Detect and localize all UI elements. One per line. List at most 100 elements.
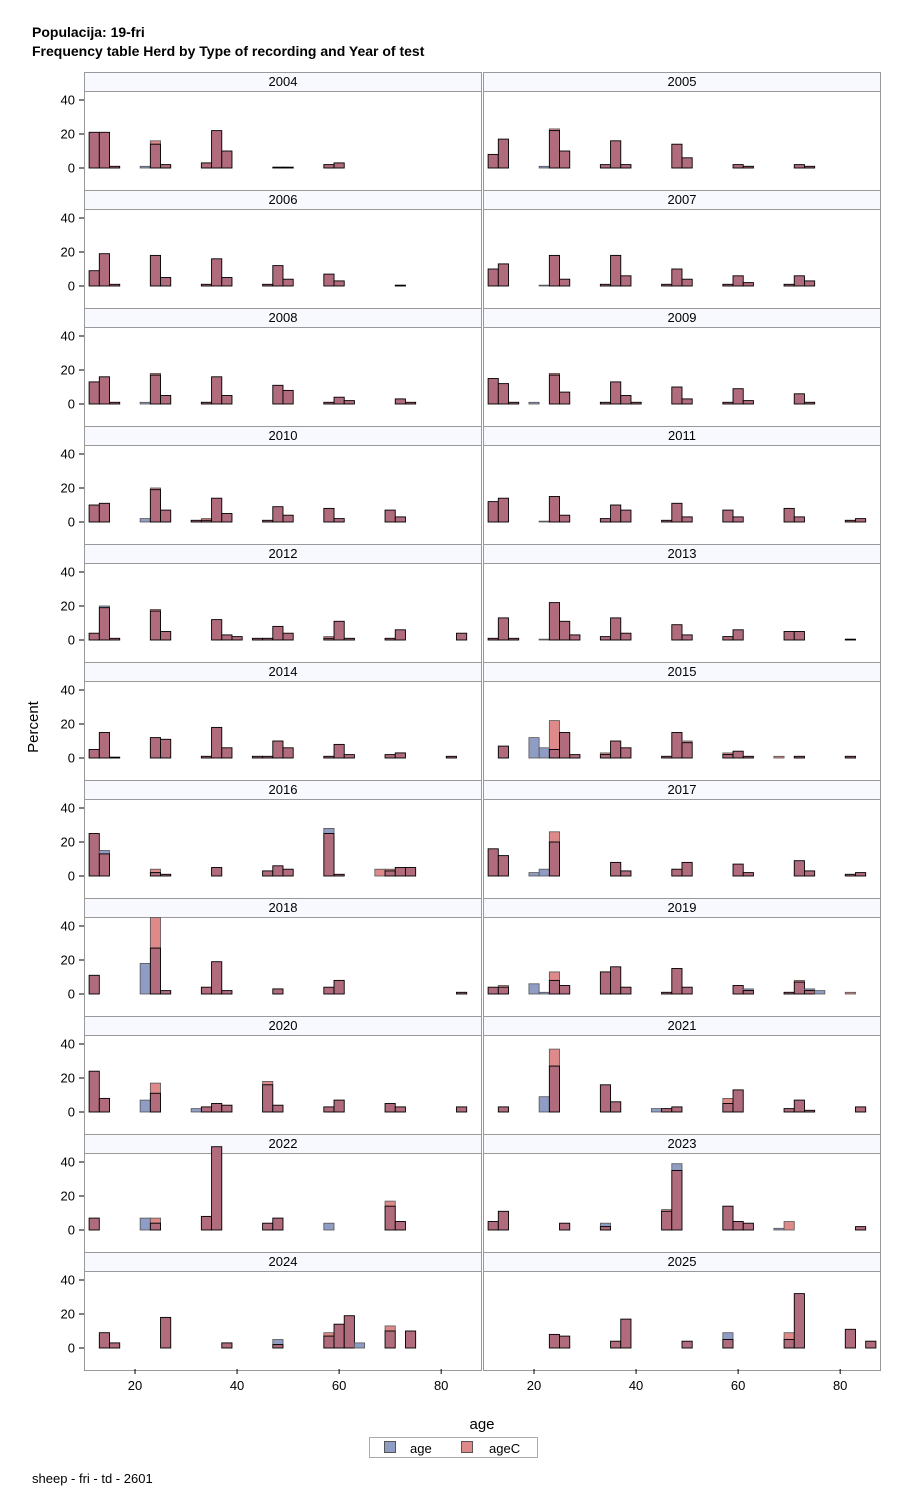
bar-overlap-2024-26 — [160, 1316, 172, 1349]
bar-ageC-2022-70 — [384, 1200, 396, 1207]
bar-overlap-2006-50 — [282, 278, 294, 287]
panel-frame-2024 — [84, 1271, 482, 1371]
panel-frame-2019 — [483, 917, 881, 1017]
bar-overlap-2006-26 — [160, 277, 172, 287]
y-tick-label-2012-0: 0 — [68, 633, 75, 648]
panel-year-label-2022: 2022 — [269, 1136, 298, 1151]
bar-overlap-2017-60 — [732, 863, 744, 877]
bar-overlap-2007-34 — [599, 283, 612, 287]
bar-overlap-2011-48 — [671, 502, 683, 523]
bar-overlap-2007-74 — [804, 280, 816, 287]
bar-overlap-2014-24 — [149, 737, 161, 759]
y-tick-label-2008-0: 0 — [68, 397, 75, 412]
bar-overlap-2020-46 — [262, 1084, 274, 1113]
bar-overlap-2005-12 — [487, 153, 499, 169]
bar-overlap-2011-14 — [497, 497, 509, 523]
bar-overlap-2009-12 — [487, 378, 499, 405]
bar-overlap-2012-48 — [272, 625, 284, 641]
bar-ageC-2015-24 — [548, 720, 560, 750]
bar-overlap-2007-60 — [732, 275, 744, 287]
bar-overlap-2020-34 — [200, 1106, 213, 1113]
bar-overlap-2005-24 — [548, 130, 560, 169]
bar-age-2017-22 — [538, 868, 550, 877]
bar-age-2010-22 — [139, 518, 151, 523]
bar-overlap-2011-12 — [487, 501, 499, 523]
bar-overlap-2018-36 — [211, 961, 223, 995]
bar-overlap-2010-12 — [88, 504, 100, 523]
bar-overlap-2012-16 — [109, 637, 121, 641]
bar-overlap-2024-58 — [323, 1335, 335, 1349]
bar-overlap-2017-38 — [620, 870, 632, 877]
bar-overlap-2010-26 — [160, 509, 172, 523]
bar-overlap-2016-70 — [384, 870, 396, 877]
bar-overlap-2017-84 — [855, 872, 867, 877]
bar-overlap-2010-60 — [333, 518, 345, 523]
bar-overlap-2019-36 — [610, 966, 622, 995]
bar-overlap-2004-12 — [88, 131, 100, 169]
bar-overlap-2019-26 — [559, 985, 571, 995]
bar-overlap-2008-12 — [88, 381, 100, 405]
bar-overlap-2021-60 — [732, 1089, 744, 1113]
bar-overlap-2014-60 — [333, 743, 345, 759]
panel-frame-2005 — [483, 91, 881, 191]
bar-overlap-2005-48 — [671, 143, 683, 169]
bar-overlap-2016-74 — [405, 867, 417, 877]
bar-overlap-2010-38 — [221, 513, 233, 523]
bar-overlap-2020-12 — [88, 1070, 100, 1113]
bar-overlap-2005-72 — [793, 164, 805, 169]
bar-overlap-2012-62 — [343, 637, 355, 641]
bar-overlap-2022-12 — [88, 1217, 100, 1231]
bar-overlap-2012-84 — [456, 632, 468, 641]
bar-age-2008-22 — [139, 401, 151, 405]
bar-overlap-2005-60 — [732, 164, 744, 169]
bar-ageC-2016-24 — [149, 868, 161, 874]
bar-overlap-2014-48 — [272, 740, 284, 759]
bar-overlap-2016-46 — [262, 870, 274, 877]
bar-overlap-2011-58 — [722, 509, 734, 523]
bar-overlap-2007-24 — [548, 254, 560, 287]
bar-overlap-2025-86 — [865, 1340, 877, 1349]
bar-overlap-2015-62 — [742, 755, 754, 759]
bar-overlap-2025-36 — [610, 1340, 622, 1349]
bar-overlap-2018-84 — [456, 991, 468, 995]
bar-age-2016-58 — [323, 828, 335, 834]
bar-overlap-2018-58 — [323, 986, 335, 995]
bar-overlap-2008-50 — [282, 389, 294, 405]
panel-frame-2015 — [483, 681, 881, 781]
panel-year-label-2019: 2019 — [668, 900, 697, 915]
y-tick-label-2010-20: 20 — [61, 481, 75, 496]
bar-overlap-2008-38 — [221, 395, 233, 405]
bar-ageC-2021-24 — [548, 1048, 560, 1067]
bar-overlap-2004-38 — [221, 150, 233, 169]
bar-overlap-2006-58 — [323, 273, 335, 287]
panel-year-label-2006: 2006 — [269, 192, 298, 207]
bar-ageC-2016-68 — [374, 868, 386, 877]
bar-overlap-2021-24 — [548, 1065, 560, 1113]
bar-overlap-2022-34 — [200, 1215, 213, 1231]
bar-overlap-2011-50 — [681, 516, 693, 523]
bar-age-2019-20 — [528, 983, 540, 995]
x-tick-label-col1-60: 60 — [731, 1378, 745, 1393]
bar-overlap-2023-46 — [661, 1210, 673, 1231]
bar-age-2015-22 — [538, 747, 550, 759]
bar-overlap-2019-72 — [793, 981, 805, 995]
footnote: sheep - fri - td - 2601 — [32, 1471, 153, 1486]
bar-overlap-2005-14 — [497, 138, 509, 169]
bar-overlap-2012-70 — [384, 637, 396, 641]
bar-overlap-2004-34 — [200, 162, 213, 169]
bar-overlap-2023-62 — [742, 1222, 754, 1231]
bar-overlap-2008-16 — [109, 401, 121, 405]
bar-age-2016-14 — [98, 850, 110, 855]
y-tick-label-2008-20: 20 — [61, 363, 75, 378]
y-tick-label-2010-40: 40 — [61, 447, 75, 462]
bar-overlap-2023-14 — [497, 1210, 509, 1231]
bar-overlap-2016-24 — [149, 872, 161, 877]
bar-overlap-2009-14 — [497, 383, 509, 405]
bar-overlap-2012-12 — [88, 632, 100, 641]
bar-age-2021-22 — [538, 1096, 550, 1113]
panel-frame-2013 — [483, 563, 881, 663]
bar-overlap-2019-62 — [742, 990, 754, 995]
bar-overlap-2012-14 — [98, 607, 110, 641]
bar-overlap-2025-26 — [559, 1335, 571, 1349]
